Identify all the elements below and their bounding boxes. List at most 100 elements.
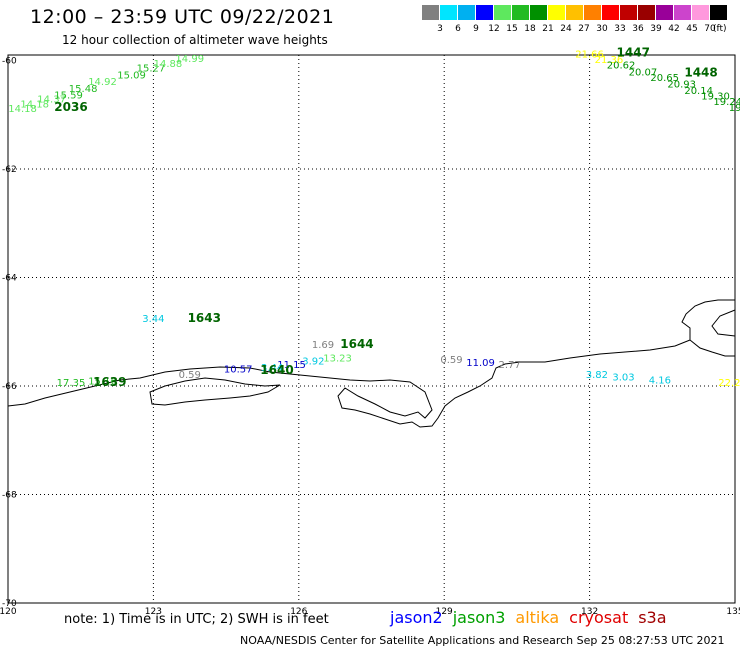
map-frame — [7, 54, 736, 604]
wave-height-value: 11.09 — [466, 358, 495, 369]
scale-swatch — [512, 5, 530, 20]
wave-height-value: 15.59 — [54, 90, 83, 101]
scale-swatch — [692, 5, 710, 20]
wave-height-value: 20.93 — [667, 80, 696, 91]
x-tick-label: 135 — [726, 607, 740, 617]
scale-swatch — [458, 5, 476, 20]
y-tick-label: -60 — [2, 56, 17, 66]
scale-swatch — [566, 5, 584, 20]
scale-label: 24 — [560, 24, 572, 34]
scale-swatch — [620, 5, 638, 20]
wave-height-value: 20.62 — [607, 61, 636, 72]
y-tick-label: -62 — [2, 165, 17, 175]
wave-height-value: 19.30 — [701, 91, 730, 102]
pass-time-label: 1448 — [684, 66, 717, 80]
wave-height-value: 14.99 — [175, 54, 204, 65]
wave-height-value: 17.35 — [57, 378, 86, 389]
x-tick-label: 120 — [0, 607, 17, 617]
legend-entry-cryosat: cryosat — [569, 608, 629, 627]
wave-height-value: 21.36 — [595, 55, 624, 66]
scale-swatch — [710, 5, 728, 20]
wave-height-value: 14.18 — [20, 100, 49, 111]
wave-height-value: 14.18 — [8, 104, 37, 115]
scale-swatch — [548, 5, 566, 20]
scale-swatch — [440, 5, 458, 20]
scale-swatch — [494, 5, 512, 20]
pass-time-label: 1644 — [340, 337, 373, 351]
wave-height-value: 15.09 — [117, 70, 146, 81]
wave-height-value: 15.16 — [88, 376, 117, 387]
wave-height-value: 20.65 — [650, 73, 679, 84]
wave-height-value: 14.88 — [154, 59, 183, 70]
scale-swatch — [674, 5, 692, 20]
scale-label: 12 — [488, 24, 500, 34]
y-tick-label: -68 — [2, 490, 17, 500]
map-subtitle: 12 hour collection of altimeter wave hei… — [62, 33, 328, 47]
scale-swatch — [584, 5, 602, 20]
coastline-inlet — [149, 377, 281, 406]
y-tick-label: -66 — [2, 382, 17, 392]
wave-height-value: 3.44 — [142, 314, 164, 325]
x-tick-label: 126 — [290, 607, 307, 617]
wave-height-value: 15.48 — [69, 84, 98, 95]
x-tick-label: 123 — [145, 607, 162, 617]
wave-height-value: 20.14 — [684, 86, 713, 97]
scale-label: 45 — [686, 24, 698, 34]
wave-height-value: 2.77 — [498, 360, 520, 371]
scale-swatch — [530, 5, 548, 20]
wave-height-value: 14.92 — [88, 77, 117, 88]
scale-label: 30 — [596, 24, 608, 34]
axis-tick-labels: 120 123 126 129 132 135 -60 -62 -64 -66 -68 -70 — [0, 56, 740, 617]
wave-height-value: 19.1 — [729, 103, 740, 114]
scale-label: 6 — [455, 24, 461, 34]
wave-height-value: 3.44 — [261, 363, 283, 374]
wave-height-value: 19.24 — [713, 97, 740, 108]
map-title: 12:00 – 23:59 UTC 09/22/2021 — [30, 6, 335, 28]
scale-label: 33 — [614, 24, 626, 34]
pass-time-label: 1643 — [188, 311, 221, 325]
scale-swatch — [422, 5, 440, 20]
pass-time-label: 1447 — [617, 46, 650, 60]
wave-height-value: 0.59 — [440, 355, 462, 366]
pass-time-label: 2036 — [54, 100, 87, 114]
scale-swatch — [638, 5, 656, 20]
wave-height-value: 20.07 — [629, 68, 658, 79]
scale-label: 15 — [506, 24, 518, 34]
pass-time-labels: 2036 1447 1448 1643 1644 1640 1639 — [54, 46, 717, 389]
scale-label: 70 — [704, 24, 716, 34]
legend-entry-jason2: jason2 — [390, 608, 443, 627]
scale-unit: (ft) — [713, 24, 727, 34]
coastline-peninsula — [711, 309, 736, 337]
wave-height-value: 11.15 — [277, 360, 306, 371]
scale-label: 42 — [668, 24, 680, 34]
y-tick-label: -70 — [2, 599, 17, 609]
x-tick-label: 132 — [581, 607, 598, 617]
grid-lines — [8, 55, 735, 603]
wave-height-value: 3.03 — [612, 373, 634, 384]
scale-label: 18 — [524, 24, 536, 34]
wave-height-value: 3.92 — [302, 356, 324, 367]
pass-time-label: 1640 — [260, 363, 293, 377]
scale-swatch — [656, 5, 674, 20]
legend-entry-jason3: jason3 — [452, 608, 506, 627]
footer-credit: NOAA/NESDIS Center for Satellite Applica… — [240, 634, 725, 647]
coastline-east — [689, 339, 735, 357]
wave-height-value: 3.82 — [586, 370, 608, 381]
scale-label: 21 — [542, 24, 554, 34]
footer-note: note: 1) Time is in UTC; 2) SWH is in fe… — [64, 612, 329, 627]
scale-label: 27 — [578, 24, 590, 34]
pass-time-label: 1639 — [93, 375, 126, 389]
wave-height-value: 10.57 — [224, 364, 253, 375]
scale-label: 39 — [650, 24, 662, 34]
antarctic-coastline — [7, 299, 735, 428]
wave-height-value: 22.24 — [718, 378, 740, 389]
legend-entry-altika: altika — [515, 608, 560, 627]
wave-height-value: 15.27 — [137, 63, 166, 74]
wave-height-value: 13.23 — [323, 354, 352, 365]
y-tick-label: -64 — [2, 273, 17, 283]
scale-label: 9 — [473, 24, 479, 34]
wave-height-value: 1.69 — [312, 340, 334, 351]
wave-height-value: 21.66 — [575, 50, 604, 61]
scale-label: 3 — [437, 24, 443, 34]
